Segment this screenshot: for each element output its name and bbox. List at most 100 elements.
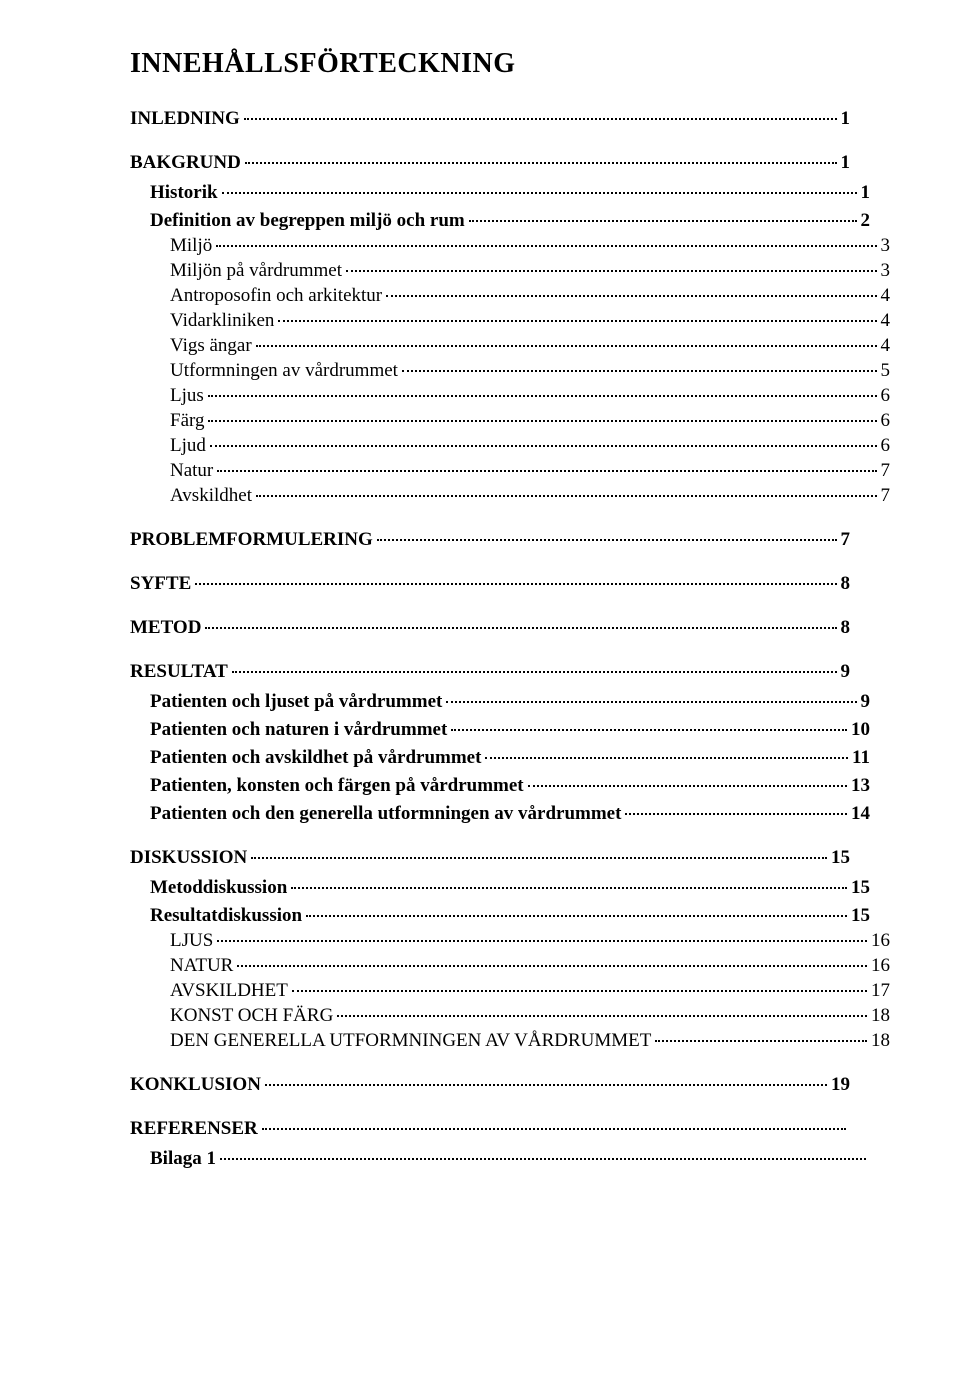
toc-leader-dots	[446, 692, 856, 704]
toc-entry: Ljus 6	[130, 385, 890, 407]
toc-entry-label: DEN GENERELLA UTFORMNINGEN AV VÅRDRUMMET	[170, 1030, 651, 1052]
toc-leader-dots	[346, 261, 876, 273]
toc-leader-dots	[251, 848, 827, 860]
toc-entry: Miljön på vårdrummet 3	[130, 260, 890, 282]
toc-entry: Vidarkliniken4	[130, 310, 890, 332]
toc-entry: Patienten och den generella utformningen…	[130, 803, 870, 825]
toc-entry: Patienten och ljuset på vårdrummet 9	[130, 691, 870, 713]
toc-leader-dots	[451, 720, 847, 732]
toc-entry: DEN GENERELLA UTFORMNINGEN AV VÅRDRUMMET…	[130, 1030, 890, 1052]
toc-leader-dots	[292, 981, 867, 993]
toc-leader-dots	[655, 1031, 867, 1043]
toc-entry-page: 17	[871, 980, 890, 1002]
toc-entry-page: 18	[871, 1030, 890, 1052]
toc-entry: Vigs ängar4	[130, 335, 890, 357]
toc-leader-dots	[291, 878, 847, 890]
toc-entry-label: Patienten och ljuset på vårdrummet	[150, 691, 442, 713]
toc-entry: Patienten, konsten och färgen på vårdrum…	[130, 775, 870, 797]
toc-leader-dots	[195, 574, 836, 586]
toc-entry: Miljö 3	[130, 235, 890, 257]
toc-leader-dots	[256, 486, 877, 498]
toc-leader-dots	[244, 109, 837, 121]
toc-entry-page: 7	[881, 460, 891, 482]
toc-entry-label: DISKUSSION	[130, 847, 247, 869]
toc-entry-page: 3	[881, 260, 891, 282]
toc-entry-page: 3	[881, 235, 891, 257]
toc-entry: Resultatdiskussion15	[130, 905, 870, 927]
toc-entry-page: 4	[881, 285, 891, 307]
table-of-contents: INLEDNING1BAKGRUND1Historik1Definition a…	[130, 108, 850, 1170]
toc-entry-page: 6	[881, 410, 891, 432]
toc-leader-dots	[217, 931, 867, 943]
toc-entry-page: 7	[841, 529, 851, 551]
toc-entry-label: Patienten och den generella utformningen…	[150, 803, 621, 825]
toc-leader-dots	[262, 1119, 846, 1131]
toc-entry: Patienten och naturen i vårdrummet10	[130, 719, 870, 741]
toc-entry-label: KONKLUSION	[130, 1074, 261, 1096]
toc-entry: Metoddiskussion 15	[130, 877, 870, 899]
toc-entry: Utformningen av vårdrummet5	[130, 360, 890, 382]
toc-entry: Ljud6	[130, 435, 890, 457]
toc-entry-label: Ljud	[170, 435, 206, 457]
toc-entry-page: 19	[831, 1074, 850, 1096]
toc-entry-label: METOD	[130, 617, 201, 639]
toc-entry-label: Vigs ängar	[170, 335, 252, 357]
toc-entry: METOD 8	[130, 617, 850, 639]
toc-entry-label: Utformningen av vårdrummet	[170, 360, 398, 382]
toc-entry: DISKUSSION15	[130, 847, 850, 869]
toc-entry-page: 14	[851, 803, 870, 825]
toc-entry-page: 7	[881, 485, 891, 507]
toc-entry: RESULTAT9	[130, 661, 850, 683]
toc-entry-page: 18	[871, 1005, 890, 1027]
toc-entry-page: 6	[881, 385, 891, 407]
document-page: INNEHÅLLSFÖRTECKNING INLEDNING1BAKGRUND1…	[0, 0, 960, 1230]
toc-entry-page: 1	[861, 182, 871, 204]
toc-leader-dots	[377, 530, 837, 542]
toc-entry: LJUS16	[130, 930, 890, 952]
toc-entry-label: Ljus	[170, 385, 204, 407]
toc-entry-label: Patienten och naturen i vårdrummet	[150, 719, 447, 741]
toc-entry-page: 8	[841, 573, 851, 595]
toc-entry-label: RESULTAT	[130, 661, 228, 683]
toc-entry: Bilaga 1	[130, 1148, 870, 1170]
toc-entry-page: 16	[871, 930, 890, 952]
toc-leader-dots	[237, 956, 867, 968]
toc-entry: NATUR16	[130, 955, 890, 977]
toc-entry-label: SYFTE	[130, 573, 191, 595]
toc-entry-label: Miljö	[170, 235, 212, 257]
toc-leader-dots	[245, 153, 837, 165]
toc-entry-page: 1	[841, 108, 851, 130]
toc-entry-label: Färg	[170, 410, 204, 432]
toc-leader-dots	[232, 662, 837, 674]
toc-entry: Patienten och avskildhet på vårdrummet11	[130, 747, 870, 769]
toc-entry-page: 9	[861, 691, 871, 713]
toc-entry-label: Miljön på vårdrummet	[170, 260, 342, 282]
toc-entry-page: 4	[881, 310, 891, 332]
toc-entry-label: Historik	[150, 182, 218, 204]
toc-entry-page: 13	[851, 775, 870, 797]
toc-leader-dots	[469, 211, 857, 223]
toc-entry: Definition av begreppen miljö och rum 2	[130, 210, 870, 232]
toc-entry-page: 8	[841, 617, 851, 639]
toc-leader-dots	[210, 436, 877, 448]
toc-entry-page: 1	[841, 152, 851, 174]
toc-entry: SYFTE 8	[130, 573, 850, 595]
toc-leader-dots	[528, 776, 847, 788]
toc-entry-label: Definition av begreppen miljö och rum	[150, 210, 465, 232]
toc-leader-dots	[306, 906, 847, 918]
toc-entry: Färg 6	[130, 410, 890, 432]
toc-entry-label: AVSKILDHET	[170, 980, 288, 1002]
toc-entry-label: NATUR	[170, 955, 233, 977]
toc-entry-label: PROBLEMFORMULERING	[130, 529, 373, 551]
toc-entry-label: Resultatdiskussion	[150, 905, 302, 927]
toc-entry-label: Bilaga 1	[150, 1148, 216, 1170]
toc-entry-label: Metoddiskussion	[150, 877, 287, 899]
toc-entry-page: 2	[861, 210, 871, 232]
toc-entry-label: Avskildhet	[170, 485, 252, 507]
toc-entry: BAKGRUND1	[130, 152, 850, 174]
toc-entry: KONKLUSION 19	[130, 1074, 850, 1096]
toc-entry-label: Natur	[170, 460, 213, 482]
toc-leader-dots	[256, 336, 877, 348]
toc-leader-dots	[265, 1075, 827, 1087]
toc-entry-page: 15	[851, 877, 870, 899]
